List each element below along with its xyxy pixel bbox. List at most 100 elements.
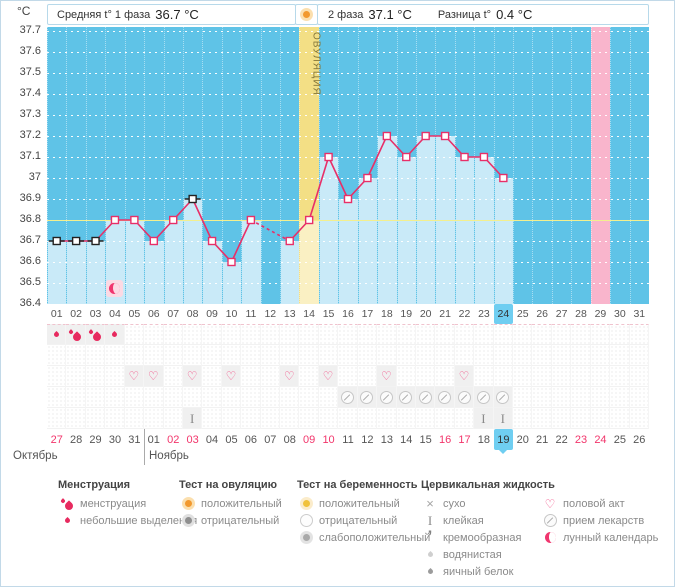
temp-marker-day-21[interactable] bbox=[440, 131, 450, 141]
cycle-day-04[interactable]: 04 bbox=[109, 308, 121, 320]
day-column-30[interactable] bbox=[610, 27, 629, 304]
cycle-day-25[interactable]: 25 bbox=[516, 308, 529, 320]
date-cell-29[interactable]: 29 bbox=[89, 433, 102, 446]
date-cell-22[interactable]: 22 bbox=[555, 433, 568, 446]
date-cell-25[interactable]: 25 bbox=[613, 433, 626, 446]
date-cell-12[interactable]: 12 bbox=[361, 433, 374, 446]
cycle-day-22[interactable]: 22 bbox=[458, 308, 471, 320]
cycle-day-15[interactable]: 15 bbox=[322, 308, 335, 320]
cycle-day-02[interactable]: 02 bbox=[70, 308, 82, 320]
cycle-day-30[interactable]: 30 bbox=[614, 308, 626, 320]
date-cell-13[interactable]: 13 bbox=[380, 433, 393, 446]
day-column-23[interactable] bbox=[474, 27, 494, 304]
temp-marker-day-22[interactable] bbox=[460, 152, 469, 162]
cycle-day-29[interactable]: 29 bbox=[594, 308, 607, 320]
date-cell-02[interactable]: 02 bbox=[167, 433, 180, 446]
temp-marker-day-23[interactable] bbox=[479, 152, 489, 162]
cycle-day-12[interactable]: 12 bbox=[264, 308, 277, 320]
day-column-01[interactable] bbox=[47, 27, 67, 304]
date-cell-04[interactable]: 04 bbox=[205, 433, 219, 446]
date-cell-21[interactable]: 21 bbox=[536, 433, 549, 446]
cycle-day-06[interactable]: 06 bbox=[147, 308, 160, 320]
temp-marker-day-15[interactable] bbox=[324, 152, 333, 162]
date-cell-10[interactable]: 10 bbox=[322, 433, 335, 446]
cycle-day-27[interactable]: 27 bbox=[555, 308, 568, 320]
date-cell-01[interactable]: 01 bbox=[147, 433, 160, 446]
temp-marker-day-14[interactable] bbox=[304, 215, 314, 225]
date-cell-15[interactable]: 15 bbox=[419, 433, 432, 446]
temp-marker-day-6[interactable] bbox=[149, 236, 159, 246]
cycle-day-08[interactable]: 08 bbox=[186, 308, 199, 320]
date-cell-19[interactable]: 19 bbox=[493, 429, 514, 450]
date-cell-26[interactable]: 26 bbox=[633, 433, 646, 446]
date-cell-07[interactable]: 07 bbox=[264, 433, 277, 446]
date-cell-18[interactable]: 18 bbox=[477, 433, 491, 446]
temp-marker-day-3[interactable] bbox=[91, 236, 100, 246]
temp-marker-day-19[interactable] bbox=[402, 152, 411, 162]
day-column-08[interactable] bbox=[182, 27, 203, 304]
date-cell-24[interactable]: 24 bbox=[594, 433, 607, 446]
day-column-15[interactable] bbox=[318, 27, 339, 304]
temp-marker-day-16[interactable] bbox=[343, 194, 353, 204]
day-column-16[interactable] bbox=[338, 27, 358, 304]
day-column-13[interactable] bbox=[280, 27, 300, 304]
temp-marker-day-20[interactable] bbox=[421, 131, 430, 141]
temp-marker-day-18[interactable] bbox=[382, 131, 392, 141]
temp-marker-day-1[interactable] bbox=[52, 236, 61, 246]
cycle-day-10[interactable]: 10 bbox=[225, 308, 238, 320]
date-cell-27[interactable]: 27 bbox=[50, 433, 63, 446]
cycle-day-13[interactable]: 13 bbox=[283, 308, 296, 320]
day-column-12[interactable] bbox=[260, 27, 280, 304]
cycle-day-14[interactable]: 14 bbox=[303, 308, 315, 320]
date-cell-11[interactable]: 11 bbox=[342, 433, 354, 446]
temp-marker-day-7[interactable] bbox=[169, 215, 178, 225]
cycle-day-19[interactable]: 19 bbox=[400, 308, 413, 320]
temp-marker-day-13[interactable] bbox=[285, 236, 294, 246]
date-cell-28[interactable]: 28 bbox=[69, 433, 83, 446]
cycle-day-07[interactable]: 07 bbox=[167, 308, 180, 320]
date-cell-14[interactable]: 14 bbox=[400, 433, 413, 446]
cycle-day-20[interactable]: 20 bbox=[419, 308, 432, 320]
date-cell-03[interactable]: 03 bbox=[186, 433, 199, 446]
day-column-29[interactable] bbox=[590, 27, 611, 304]
cycle-day-24[interactable]: 24 bbox=[493, 304, 514, 324]
date-cell-09[interactable]: 09 bbox=[303, 433, 316, 446]
cycle-day-05[interactable]: 05 bbox=[128, 308, 141, 320]
date-cell-20[interactable]: 20 bbox=[516, 433, 529, 446]
temp-marker-day-10[interactable] bbox=[227, 257, 236, 267]
date-cell-31[interactable]: 31 bbox=[128, 433, 141, 446]
cycle-day-17[interactable]: 17 bbox=[361, 308, 374, 320]
day-column-09[interactable] bbox=[202, 27, 222, 304]
cycle-day-03[interactable]: 03 bbox=[89, 308, 102, 320]
cycle-day-18[interactable]: 18 bbox=[380, 308, 393, 320]
cycle-day-16[interactable]: 16 bbox=[342, 308, 354, 320]
cycle-day-09[interactable]: 09 bbox=[206, 308, 218, 320]
date-cell-05[interactable]: 05 bbox=[225, 433, 238, 446]
day-column-19[interactable] bbox=[396, 27, 416, 304]
cycle-day-26[interactable]: 26 bbox=[536, 308, 549, 320]
date-cell-17[interactable]: 17 bbox=[458, 433, 471, 446]
day-column-26[interactable] bbox=[532, 27, 551, 304]
cycle-day-01[interactable]: 01 bbox=[50, 308, 63, 320]
cycle-day-31[interactable]: 31 bbox=[633, 308, 646, 320]
date-cell-16[interactable]: 16 bbox=[438, 433, 452, 446]
day-column-06[interactable] bbox=[144, 27, 164, 304]
cycle-day-21[interactable]: 21 bbox=[439, 308, 451, 320]
temp-marker-day-5[interactable] bbox=[130, 215, 139, 225]
day-column-03[interactable] bbox=[85, 27, 106, 304]
date-cell-08[interactable]: 08 bbox=[283, 433, 296, 446]
temp-marker-day-9[interactable] bbox=[207, 236, 217, 246]
temp-marker-day-4[interactable] bbox=[110, 215, 120, 225]
date-cell-30[interactable]: 30 bbox=[108, 433, 122, 446]
temp-marker-day-8[interactable] bbox=[188, 194, 197, 204]
temp-marker-day-17[interactable] bbox=[363, 173, 372, 183]
day-column-02[interactable] bbox=[66, 27, 86, 304]
temp-marker-day-2[interactable] bbox=[71, 236, 81, 246]
day-column-28[interactable] bbox=[571, 27, 590, 304]
day-column-22[interactable] bbox=[454, 27, 475, 304]
cycle-day-11[interactable]: 11 bbox=[245, 308, 257, 320]
cycle-day-28[interactable]: 28 bbox=[575, 308, 587, 320]
date-cell-06[interactable]: 06 bbox=[244, 433, 258, 446]
temp-marker-day-24[interactable] bbox=[499, 173, 508, 183]
date-cell-23[interactable]: 23 bbox=[574, 433, 588, 446]
